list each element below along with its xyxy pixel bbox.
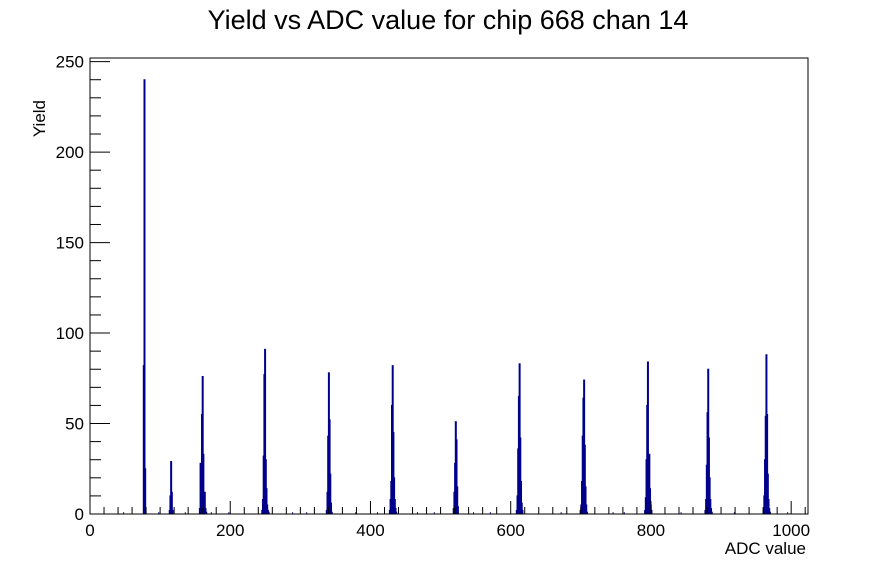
- histogram-bar: [143, 79, 146, 515]
- x-tick-label: 1000: [772, 521, 810, 540]
- y-axis-label: Yield: [30, 100, 49, 137]
- histogram-bar: [521, 509, 524, 515]
- x-axis: 0 200 400 600 800 1000: [85, 501, 810, 540]
- x-tick-label: 200: [216, 521, 244, 540]
- x-tick-label: 0: [85, 521, 94, 540]
- x-tick-label: 800: [637, 521, 665, 540]
- chart-title: Yield vs ADC value for chip 668 chan 14: [208, 5, 689, 35]
- x-tick-label: 400: [356, 521, 384, 540]
- y-tick-label: 0: [75, 505, 84, 524]
- histogram-bar: [171, 509, 174, 515]
- x-tick-label: 600: [497, 521, 525, 540]
- histogram-bar: [456, 506, 459, 515]
- x-axis-label: ADC value: [725, 539, 806, 558]
- y-tick-label: 50: [65, 415, 84, 434]
- y-axis: 0 50 100 150 200 250: [56, 53, 110, 524]
- y-tick-label: 200: [56, 143, 84, 162]
- histogram-bar: [144, 468, 147, 515]
- y-tick-label: 100: [56, 324, 84, 343]
- y-tick-label: 250: [56, 53, 84, 72]
- plot-frame: [89, 57, 809, 515]
- y-tick-label: 150: [56, 234, 84, 253]
